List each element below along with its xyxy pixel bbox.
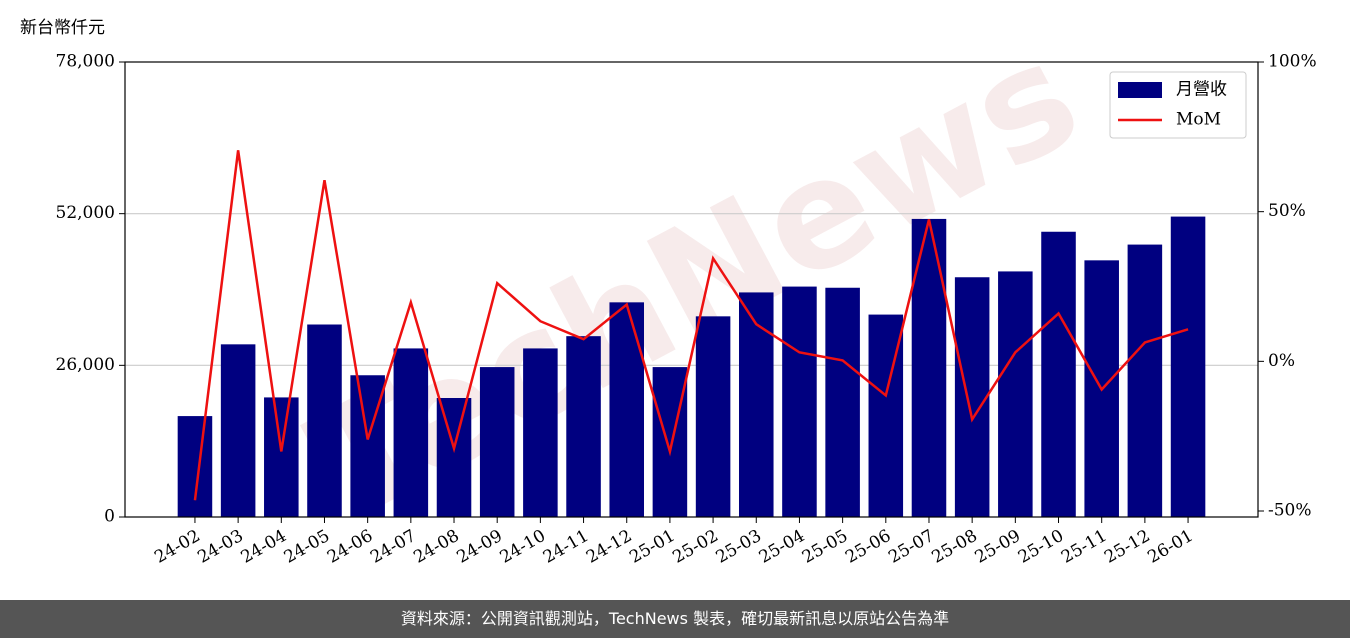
x-tick-label: 25-03 <box>713 526 765 568</box>
x-tick-label: 24-05 <box>281 526 333 568</box>
bar <box>523 348 558 517</box>
x-tick-label: 25-01 <box>626 526 678 568</box>
bar <box>609 302 645 517</box>
x-tick-label: 24-12 <box>583 526 635 568</box>
y-tick-label: 0 <box>104 507 115 527</box>
y2-tick-label: 50% <box>1268 201 1306 221</box>
bar <box>393 348 429 517</box>
x-tick-label: 24-04 <box>238 526 290 568</box>
x-tick-label: 24-10 <box>497 526 549 568</box>
y2-tick-label: 0% <box>1268 351 1295 371</box>
y2-tick-label: -50% <box>1268 501 1312 521</box>
bar <box>350 375 385 517</box>
x-tick-label: 25-07 <box>885 526 937 568</box>
line <box>193 150 1189 501</box>
x-tick-label: 25-08 <box>928 526 980 568</box>
bar <box>1127 244 1163 518</box>
x-tick-label: 24-06 <box>324 526 376 568</box>
chart: TechNews 新台幣仟元 026,00052,00078,000-50%0%… <box>20 8 1317 568</box>
x-tick-label: 24-03 <box>194 526 246 568</box>
x-tick-label: 24-08 <box>410 526 462 568</box>
bar <box>566 336 601 517</box>
x-tick-label: 24-09 <box>453 526 505 568</box>
y-axis-label: 新台幣仟元 <box>20 18 105 38</box>
bar <box>479 367 515 517</box>
bar <box>220 344 256 517</box>
bar <box>1041 231 1076 517</box>
bar <box>307 324 342 517</box>
x-tick-label: 25-11 <box>1058 526 1110 568</box>
bar <box>264 397 299 517</box>
bar <box>954 277 990 517</box>
x-tick-label: 25-12 <box>1101 526 1153 568</box>
x-tick-label: 24-11 <box>540 526 592 568</box>
x-tick-label: 26-01 <box>1144 526 1196 568</box>
bar <box>738 292 774 517</box>
footer: 資料來源：公開資訊觀測站，TechNews 製表，確切最新訊息以原站公告為準 <box>0 600 1350 638</box>
bar <box>782 286 817 517</box>
bar <box>998 271 1033 517</box>
bar <box>652 367 688 517</box>
bar <box>1170 216 1206 518</box>
bar <box>177 416 213 517</box>
x-tick-label: 25-04 <box>756 526 808 568</box>
y-tick-label: 78,000 <box>56 52 115 72</box>
x-tick-label: 24-02 <box>151 526 203 568</box>
x-tick-label: 25-05 <box>799 526 851 568</box>
plot-frame <box>124 61 1259 518</box>
y-tick-label: 26,000 <box>56 355 115 375</box>
x-tick-label: 25-10 <box>1015 526 1067 568</box>
bar <box>695 316 731 517</box>
x-tick-label: 25-02 <box>669 526 721 568</box>
x-tick-label: 25-09 <box>972 526 1024 568</box>
x-tick-label: 25-06 <box>842 526 894 568</box>
bar <box>436 398 472 517</box>
legend-label: 月營收 <box>1176 80 1227 100</box>
legend-swatch <box>1118 82 1162 98</box>
y-tick-label: 52,000 <box>56 203 115 223</box>
legend-label: MoM <box>1176 110 1221 130</box>
bar <box>825 287 860 517</box>
y2-tick-label: 100% <box>1268 52 1317 72</box>
